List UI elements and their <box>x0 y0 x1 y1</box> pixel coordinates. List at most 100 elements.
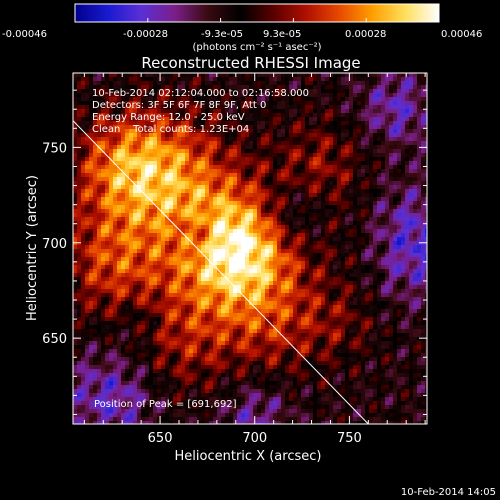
heatmap-cell <box>405 77 410 82</box>
heatmap-cell <box>77 205 82 210</box>
heatmap-cell <box>261 137 266 142</box>
heatmap-cell <box>81 141 86 146</box>
heatmap-cell <box>285 197 290 202</box>
heatmap-cell <box>125 293 130 298</box>
heatmap-cell <box>157 221 162 226</box>
heatmap-cell <box>385 217 390 222</box>
heatmap-cell <box>165 93 170 98</box>
heatmap-cell <box>321 161 326 166</box>
heatmap-cell <box>149 161 154 166</box>
heatmap-cell <box>405 93 410 98</box>
heatmap-cell <box>413 213 418 218</box>
heatmap-cell <box>237 269 242 274</box>
heatmap-cell <box>325 289 330 294</box>
heatmap-cell <box>309 93 314 98</box>
heatmap-cell <box>417 169 422 174</box>
heatmap-cell <box>209 121 214 126</box>
heatmap-cell <box>97 89 102 94</box>
heatmap-cell <box>373 189 378 194</box>
heatmap-cell <box>225 281 230 286</box>
heatmap-cell <box>257 125 262 130</box>
heatmap-cell <box>257 181 262 186</box>
heatmap-cell <box>241 221 246 226</box>
heatmap-cell <box>161 249 166 254</box>
heatmap-cell <box>297 73 302 78</box>
heatmap-cell <box>161 241 166 246</box>
heatmap-cell <box>261 133 266 138</box>
heatmap-cell <box>225 145 230 150</box>
heatmap-cell <box>129 77 134 82</box>
heatmap-cell <box>225 113 230 118</box>
heatmap-cell <box>129 189 134 194</box>
heatmap-cell <box>97 213 102 218</box>
heatmap-cell <box>273 253 278 258</box>
heatmap-cell <box>377 125 382 130</box>
heatmap-cell <box>217 97 222 102</box>
heatmap-cell <box>325 89 330 94</box>
heatmap-cell <box>153 205 158 210</box>
heatmap-cell <box>297 201 302 206</box>
heatmap-cell <box>253 153 258 158</box>
heatmap-cell <box>237 73 242 78</box>
heatmap-cell <box>341 209 346 214</box>
heatmap-cell <box>105 117 110 122</box>
heatmap-cell <box>373 201 378 206</box>
heatmap-cell <box>425 185 427 190</box>
heatmap-cell <box>417 89 422 94</box>
heatmap-cell <box>117 225 122 230</box>
heatmap-cell <box>197 125 202 130</box>
heatmap-cell <box>305 261 310 266</box>
heatmap-cell <box>301 189 306 194</box>
heatmap-cell <box>417 137 422 142</box>
heatmap-cell <box>373 245 378 250</box>
heatmap-cell <box>209 277 214 282</box>
heatmap-cell <box>149 209 154 214</box>
heatmap-cell <box>209 141 214 146</box>
heatmap-cell <box>181 137 186 142</box>
heatmap-cell <box>89 289 94 294</box>
heatmap-cell <box>269 141 274 146</box>
heatmap-cell <box>237 177 242 182</box>
heatmap-cell <box>93 105 98 110</box>
heatmap-cell <box>369 105 374 110</box>
heatmap-cell <box>265 241 270 246</box>
heatmap-cell <box>285 277 290 282</box>
heatmap-cell <box>377 285 382 290</box>
heatmap-cell <box>333 177 338 182</box>
heatmap-cell <box>141 137 146 142</box>
heatmap-cell <box>321 97 326 102</box>
heatmap-cell <box>225 141 230 146</box>
heatmap-cell <box>129 205 134 210</box>
heatmap-cell <box>213 245 218 250</box>
heatmap-cell <box>357 117 362 122</box>
heatmap-cell <box>413 157 418 162</box>
heatmap-cell <box>221 221 226 226</box>
heatmap-cell <box>349 185 354 190</box>
heatmap-cell <box>173 93 178 98</box>
heatmap-cell <box>185 245 190 250</box>
heatmap-cell <box>269 161 274 166</box>
heatmap-cell <box>405 257 410 262</box>
heatmap-cell <box>329 85 334 90</box>
heatmap-cell <box>201 197 206 202</box>
heatmap-cell <box>93 89 98 94</box>
heatmap-cell <box>213 81 218 86</box>
heatmap-cell <box>357 209 362 214</box>
heatmap-cell <box>157 269 162 274</box>
heatmap-cell <box>257 285 262 290</box>
heatmap-cell <box>93 93 98 98</box>
heatmap-cell <box>145 245 150 250</box>
heatmap-cell <box>193 137 198 142</box>
heatmap-cell <box>349 265 354 270</box>
heatmap-cell <box>133 233 138 238</box>
heatmap-cell <box>241 269 246 274</box>
heatmap-cell <box>193 81 198 86</box>
heatmap-cell <box>225 133 230 138</box>
heatmap-cell <box>293 277 298 282</box>
heatmap-cell <box>377 229 382 234</box>
heatmap-cell <box>249 249 254 254</box>
heatmap-cell <box>281 137 286 142</box>
heatmap-cell <box>381 145 386 150</box>
heatmap-cell <box>421 189 426 194</box>
heatmap-cell <box>213 77 218 82</box>
